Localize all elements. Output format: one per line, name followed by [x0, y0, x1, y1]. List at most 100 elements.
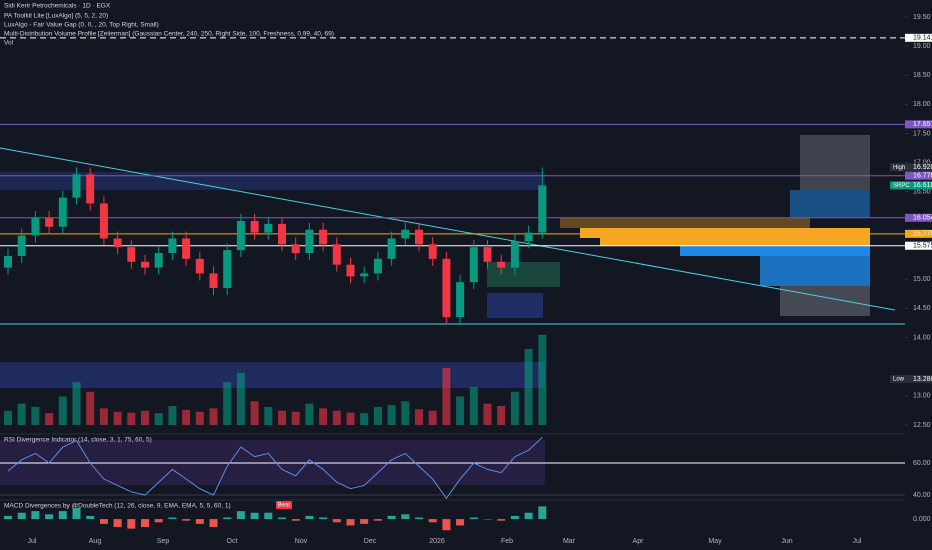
macd-bar	[154, 519, 163, 523]
macd-bar	[497, 519, 506, 521]
candle-body	[456, 282, 465, 318]
macd-bar	[332, 519, 341, 523]
y-tick-label: 19.50	[913, 14, 931, 21]
price-tag	[905, 213, 932, 222]
macd-bar	[346, 519, 355, 526]
y-tick-label: 17.50	[913, 130, 931, 137]
candle-body	[524, 232, 533, 242]
x-tick-label: Apr	[633, 538, 645, 545]
macd-bar	[113, 519, 122, 528]
price-label: 17.657	[913, 121, 932, 128]
volume-bar	[360, 413, 369, 425]
candle-body	[291, 244, 300, 254]
volume-bar	[415, 409, 423, 425]
volume-bar	[278, 410, 286, 425]
x-tick-label: Jul	[28, 538, 37, 545]
macd-bar	[319, 517, 328, 520]
macd-bar	[223, 517, 232, 520]
price-tag	[905, 241, 932, 250]
candle-body	[127, 247, 136, 262]
candle-body	[182, 238, 191, 259]
candle-body	[442, 258, 451, 318]
macd-title: MACD Divergences by @DoubleTech (12, 26,…	[4, 503, 231, 510]
candle-body	[195, 258, 204, 274]
candle-body	[319, 229, 328, 245]
candle-body	[346, 264, 355, 277]
macd-bar	[538, 506, 547, 520]
macd-bar	[360, 519, 369, 524]
candle-body	[469, 247, 478, 283]
price-label: 15.779	[913, 231, 932, 238]
x-tick-label: May	[708, 538, 722, 545]
indicator: PA Toolkit Lite [LuxAlgo] (5, 5, 2, 20)	[4, 13, 108, 20]
candle-body	[113, 238, 122, 248]
macd-bar	[58, 511, 67, 520]
macd-bar	[168, 517, 177, 520]
profile-bar	[560, 218, 810, 228]
candle-body	[236, 220, 245, 251]
candle-body	[305, 229, 314, 254]
volume-bar	[524, 349, 533, 425]
title: Sidi Kerir Petrochemicals · 1D · EGX	[4, 3, 111, 10]
volume-bar	[195, 411, 204, 425]
candle-body	[483, 247, 492, 262]
macd-bar	[469, 517, 478, 520]
marker-name: SRPC	[893, 183, 910, 189]
y-tick-label: 18.50	[913, 72, 931, 79]
y-tick-label: 0.000	[913, 516, 931, 523]
volume-profile	[560, 135, 870, 316]
volume-bar	[373, 406, 382, 425]
candle-body	[538, 185, 547, 233]
volume-bar	[86, 391, 95, 425]
macd-bar	[31, 511, 40, 520]
volume-bar	[442, 368, 451, 425]
volume-bar	[332, 410, 341, 425]
volume-bar	[209, 408, 218, 425]
candle-body	[45, 218, 54, 227]
volume-bar	[250, 401, 259, 425]
indicator: Multi-Distribution Volume Profile [Zeiie…	[4, 31, 334, 38]
macd-bar	[305, 515, 314, 520]
y-tick-label: 19.00	[913, 43, 931, 50]
candle-body	[497, 261, 506, 268]
price-label: 15.575	[913, 243, 932, 250]
y-tick-label: 14.00	[913, 334, 931, 341]
rsi-line	[7, 437, 543, 500]
y-tick-label: 16.50	[913, 189, 931, 196]
macd-bar	[510, 515, 519, 520]
y-tick-label: 40.00	[913, 492, 931, 499]
candle-body	[31, 218, 40, 236]
volume-bar	[483, 403, 492, 425]
macd-bar	[291, 519, 300, 521]
price-label: 16.054	[913, 215, 932, 222]
marker-tag	[890, 181, 932, 190]
volume-bar	[72, 382, 81, 425]
marker-value: 16.920	[913, 164, 932, 171]
volume-bar	[401, 401, 410, 425]
zone	[0, 362, 545, 388]
profile-bar	[580, 228, 870, 238]
volume-bar	[182, 409, 191, 425]
candle-body	[360, 273, 369, 277]
volume-bar	[236, 372, 245, 425]
y-tick-label: 14.50	[913, 305, 931, 312]
candle-body	[17, 235, 26, 256]
macd-bar	[428, 519, 437, 523]
volume-bar	[469, 387, 478, 425]
candle-body	[510, 241, 519, 268]
macd-bar	[415, 517, 423, 520]
zone	[0, 172, 545, 190]
x-tick-label: Feb	[501, 538, 513, 545]
macd-bar	[17, 512, 26, 520]
y-tick-label: 15.00	[913, 276, 931, 283]
x-tick-label: Jun	[781, 538, 792, 545]
volume-bar	[428, 410, 437, 425]
profile-bar	[760, 256, 870, 286]
bear-tag	[276, 501, 292, 509]
candle-body	[401, 229, 410, 239]
profile-bar	[600, 238, 870, 246]
volume-bar	[4, 410, 12, 425]
indicator: LuxAlgo - Fair Value Gap (0, 0, , 20, To…	[4, 22, 159, 29]
x-tick-label: Mar	[563, 538, 576, 545]
volume-bar	[223, 382, 232, 425]
